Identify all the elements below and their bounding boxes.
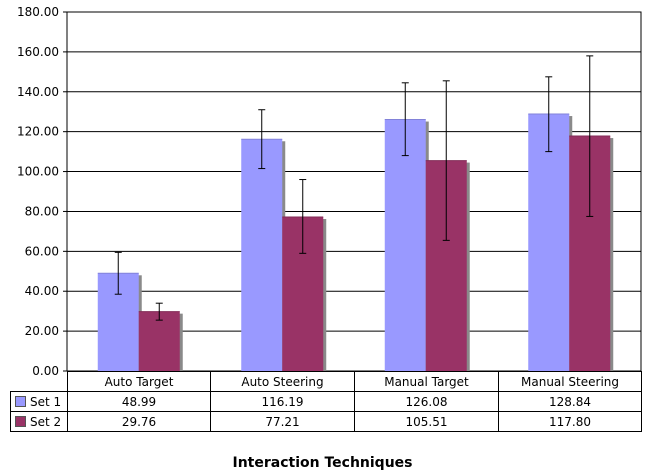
category-label: Manual Steering bbox=[498, 371, 642, 392]
data-label: 48.99 bbox=[67, 391, 211, 412]
data-label: 105.51 bbox=[354, 411, 499, 432]
x-axis-title: Interaction Techniques bbox=[232, 455, 413, 471]
bar bbox=[138, 311, 180, 371]
y-tick-label: 180.00 bbox=[17, 5, 59, 19]
category-label: Manual Target bbox=[354, 371, 499, 392]
legend-swatch-set2 bbox=[15, 415, 26, 427]
series-name: Set 1 bbox=[30, 394, 62, 409]
series-name: Set 2 bbox=[30, 414, 62, 429]
y-tick-label: 40.00 bbox=[25, 284, 59, 298]
legend-swatch-set1 bbox=[15, 395, 26, 407]
data-label: 29.76 bbox=[67, 411, 211, 432]
category-label: Auto Steering bbox=[210, 371, 355, 392]
table-row: Set 1 48.99 116.19 126.08 128.84 bbox=[10, 391, 642, 412]
y-tick-label: 20.00 bbox=[25, 324, 59, 338]
y-tick-label: 100.00 bbox=[17, 165, 59, 179]
data-label: 77.21 bbox=[210, 411, 355, 432]
y-tick-label: 160.00 bbox=[17, 45, 59, 59]
data-label: 128.84 bbox=[498, 391, 642, 412]
data-label: 126.08 bbox=[354, 391, 499, 412]
table-header-row: Auto Target Auto Steering Manual Target … bbox=[10, 371, 642, 392]
data-table: Auto Target Auto Steering Manual Target … bbox=[10, 371, 642, 432]
y-tick-label: 140.00 bbox=[17, 85, 59, 99]
legend-entry: Set 1 bbox=[10, 391, 68, 412]
data-label: 117.80 bbox=[498, 411, 642, 432]
table-corner bbox=[10, 371, 68, 392]
bar bbox=[384, 119, 426, 372]
y-tick-label: 80.00 bbox=[25, 204, 59, 218]
y-tick-label: 60.00 bbox=[25, 244, 59, 258]
table-row: Set 2 29.76 77.21 105.51 117.80 bbox=[10, 411, 642, 432]
bar bbox=[528, 114, 570, 372]
category-label: Auto Target bbox=[67, 371, 211, 392]
legend-entry: Set 2 bbox=[10, 411, 68, 432]
bar bbox=[241, 139, 283, 371]
y-tick-label: 120.00 bbox=[17, 125, 59, 139]
data-label: 116.19 bbox=[210, 391, 355, 412]
